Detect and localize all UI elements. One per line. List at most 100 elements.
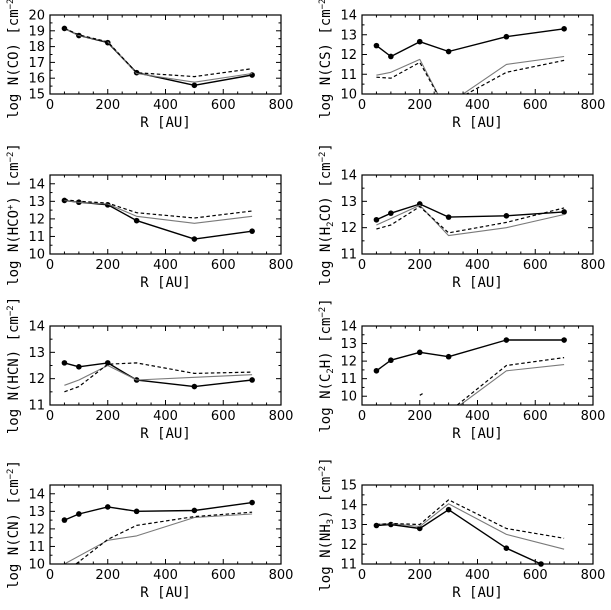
- data-point: [416, 349, 423, 356]
- x-tick-label: 800: [581, 409, 606, 424]
- data-point: [61, 517, 68, 523]
- series-gray-line: [459, 364, 565, 405]
- x-tick-label: 400: [465, 258, 490, 273]
- y-tick-label: 10: [340, 88, 357, 103]
- data-point: [561, 337, 567, 343]
- x-axis-label: R [AU]: [452, 426, 503, 442]
- y-tick-label: 14: [28, 487, 45, 502]
- data-point: [503, 213, 510, 219]
- y-tick-label: 11: [340, 248, 357, 263]
- data-point: [416, 525, 423, 532]
- y-tick-label: 10: [28, 248, 45, 263]
- panel-8: 0 200 400 600 800 11 12 13 14 15 R [AU] log N(NH3) …: [318, 457, 605, 601]
- x-tick-label: 600: [523, 258, 548, 273]
- data-point: [561, 209, 567, 215]
- y-tick-label: 12: [28, 522, 45, 537]
- series-dashed-line: [419, 393, 423, 396]
- series-gray-line: [64, 513, 253, 564]
- data-point: [61, 360, 68, 366]
- x-tick-label: 800: [269, 98, 294, 113]
- x-tick-label: 800: [269, 409, 294, 424]
- data-point: [249, 499, 255, 506]
- x-tick-label: 600: [523, 98, 548, 113]
- x-tick-label: 0: [358, 568, 366, 583]
- x-tick-label: 800: [581, 568, 606, 583]
- x-axis-label: R [AU]: [452, 275, 503, 291]
- series-dashed-line: [64, 362, 253, 393]
- panel-2: 0 200 400 600 800 10 11 12 13 14 R [AU] log N(CS) […: [318, 0, 605, 131]
- y-tick-label: 13: [340, 195, 357, 210]
- y-tick-label: 11: [28, 399, 45, 414]
- y-tick-label: 14: [340, 320, 357, 335]
- x-tick-label: 200: [95, 258, 120, 273]
- y-tick-label: 12: [28, 212, 45, 227]
- y-tick-label: 13: [340, 518, 357, 533]
- data-point: [249, 228, 255, 234]
- y-tick-label: 18: [28, 40, 45, 55]
- plot-frame: [49, 174, 282, 255]
- data-point: [388, 521, 394, 528]
- y-axis-label: log N(H2CO) [cm−2]: [318, 143, 336, 286]
- x-tick-label: 0: [46, 568, 54, 583]
- data-point: [561, 26, 567, 32]
- panel-7: 0 200 400 600 800 10 11 12 13 14 R [AU] log N(CN) […: [6, 460, 293, 601]
- y-axis-label: log N(C2H) [cm−2]: [318, 298, 336, 432]
- series-dashed-line: [456, 357, 565, 405]
- y-tick-label: 10: [340, 390, 357, 405]
- x-tick-label: 0: [46, 258, 54, 273]
- y-tick-label: 11: [28, 540, 45, 555]
- x-tick-label: 0: [46, 409, 54, 424]
- panel-4: 0 200 400 600 800 11 12 13 14 R [AU] log N(H2CO) […: [318, 143, 605, 291]
- y-axis-label: log N(CS) [cm−2]: [318, 0, 334, 119]
- panel-5: 0 200 400 600 800 11 12 13 14 R [AU] log N(HCN) [c…: [6, 297, 293, 442]
- series-gray-line: [64, 199, 253, 224]
- data-point: [191, 383, 198, 390]
- x-tick-label: 200: [95, 409, 120, 424]
- plot-frame: [361, 14, 594, 95]
- data-point: [445, 353, 452, 360]
- y-tick-label: 15: [28, 88, 45, 103]
- x-tick-label: 0: [46, 98, 54, 113]
- x-tick-label: 200: [407, 409, 432, 424]
- y-tick-label: 19: [28, 24, 45, 39]
- y-tick-label: 12: [340, 48, 357, 63]
- data-point: [503, 337, 510, 343]
- data-point: [104, 504, 111, 510]
- data-point: [373, 522, 380, 529]
- data-point: [76, 364, 82, 370]
- y-tick-label: 17: [28, 56, 45, 71]
- series-dashed-line: [64, 199, 253, 219]
- series-dashed-line: [376, 59, 565, 94]
- x-tick-label: 200: [407, 258, 432, 273]
- y-tick-label: 20: [28, 9, 45, 24]
- data-point: [373, 42, 380, 49]
- y-tick-label: 12: [340, 538, 357, 553]
- data-point: [191, 82, 198, 89]
- data-point: [249, 377, 255, 383]
- y-tick-label: 14: [28, 177, 45, 192]
- data-point: [76, 511, 82, 517]
- x-tick-label: 600: [211, 98, 236, 113]
- x-axis-label: R [AU]: [452, 585, 503, 601]
- y-axis-label: log N(HCO+) [cm−2]: [6, 143, 22, 286]
- x-tick-label: 400: [153, 568, 178, 583]
- x-tick-label: 200: [407, 568, 432, 583]
- x-tick-label: 600: [211, 568, 236, 583]
- series-dashed-line: [376, 206, 565, 234]
- y-tick-label: 11: [340, 372, 357, 387]
- plot-frame: [361, 174, 594, 255]
- y-axis-label: log N(CO) [cm−2]: [6, 0, 22, 119]
- x-tick-label: 0: [358, 98, 366, 113]
- y-axis-label: log N(NH3) [cm−2]: [318, 457, 336, 591]
- x-tick-label: 400: [465, 568, 490, 583]
- data-point: [133, 508, 140, 515]
- data-point: [249, 72, 255, 78]
- data-point: [503, 545, 510, 551]
- x-axis-label: R [AU]: [140, 585, 191, 601]
- x-tick-label: 800: [581, 98, 606, 113]
- y-axis-label: log N(CN) [cm−2]: [6, 460, 22, 589]
- data-point: [388, 210, 394, 216]
- y-tick-label: 12: [340, 221, 357, 236]
- x-tick-label: 400: [465, 409, 490, 424]
